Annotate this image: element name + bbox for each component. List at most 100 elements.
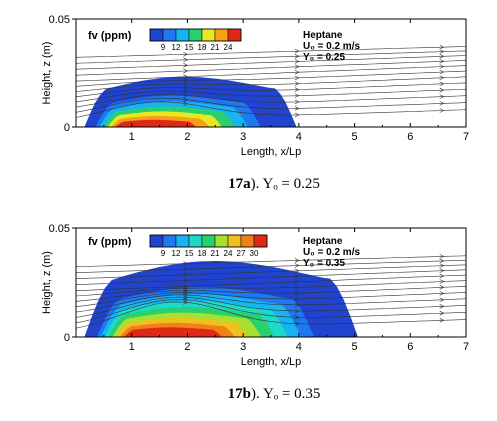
legend-tick-label: 30 <box>250 249 259 258</box>
streamline-arrow <box>183 290 189 295</box>
streamline-arrow <box>183 286 189 291</box>
streamline <box>76 55 466 70</box>
streamline-arrow <box>183 51 189 57</box>
streamline-arrow <box>439 297 445 302</box>
streamline-arrow <box>183 81 189 87</box>
streamline-arrow <box>294 69 300 75</box>
caption-label: 17a <box>228 176 251 192</box>
streamline-arrow <box>294 112 300 118</box>
legend-swatch <box>253 234 268 248</box>
streamline <box>76 301 466 329</box>
streamline-arrow <box>294 273 300 279</box>
streamline <box>76 60 466 76</box>
x-axis-label: Length, x/Lp <box>241 356 302 368</box>
streamline-arrow <box>439 310 445 316</box>
legend-tick-label: 15 <box>185 249 194 258</box>
streamline-arrow <box>183 261 189 266</box>
streamline <box>76 294 466 313</box>
streamline-arrow <box>183 101 189 107</box>
streamline-arrow <box>294 64 300 70</box>
streamline-arrow <box>294 315 300 320</box>
legend-tick-label: 27 <box>237 249 246 258</box>
streamline-arrow <box>439 101 445 106</box>
legend-swatch <box>214 234 229 248</box>
plot-area <box>76 44 466 127</box>
streamline-arrow <box>439 285 445 290</box>
annotation-mass-fraction: Y₀ = 0.25 <box>303 52 345 63</box>
legend-swatch <box>188 28 203 42</box>
streamline <box>76 50 466 64</box>
y-axis-label: Height, z (m) <box>41 251 53 314</box>
legend-tick-label: 15 <box>185 43 194 52</box>
streamline-arrow <box>439 291 445 296</box>
streamline <box>76 97 466 113</box>
legend-tick-label: 9 <box>161 43 166 52</box>
streamline <box>76 65 466 82</box>
streamline-arrow <box>439 318 445 323</box>
legend-swatch <box>188 234 203 248</box>
x-tick-label: 7 <box>463 341 469 353</box>
x-tick-label: 2 <box>184 131 190 143</box>
annotation-velocity: U₀ = 0.2 m/s <box>303 247 360 258</box>
caption-text: ). Yₒ = 0.25 <box>251 176 320 192</box>
legend-swatch <box>149 234 164 248</box>
caption-text: ). Yₒ = 0.35 <box>251 386 320 402</box>
streamline-arrow <box>183 78 189 83</box>
x-tick-label: 6 <box>407 341 413 353</box>
annotation-velocity: U₀ = 0.2 m/s <box>303 41 360 52</box>
legend-tick-label: 12 <box>172 249 181 258</box>
plot-area <box>76 254 466 337</box>
streamline-arrow <box>439 81 445 87</box>
streamline <box>76 269 466 285</box>
y-tick-label: 0 <box>64 122 70 134</box>
streamline-arrow <box>439 54 445 59</box>
streamline-arrow <box>294 75 300 81</box>
legend-frame <box>149 28 242 42</box>
streamline <box>76 286 466 302</box>
streamline-arrow <box>294 48 300 54</box>
legend-swatch <box>227 28 242 42</box>
streamline-arrow <box>294 285 300 290</box>
streamline-arrow <box>439 263 445 268</box>
streamline-arrow <box>294 99 300 105</box>
annotation-mass-fraction: Y₀ = 0.35 <box>303 258 345 269</box>
x-tick-label: 1 <box>129 131 135 143</box>
streamline-arrow <box>294 53 300 59</box>
streamline-arrow <box>183 288 189 293</box>
legend-swatch <box>201 28 216 42</box>
y-tick-label: 0.05 <box>49 14 70 26</box>
streamline-arrow <box>183 89 189 94</box>
streamline <box>76 292 466 307</box>
streamline <box>76 70 466 87</box>
streamline-arrow <box>183 93 189 98</box>
streamline-arrow <box>183 292 189 298</box>
streamline <box>76 82 466 97</box>
streamline-arrow <box>294 268 300 274</box>
streamline <box>76 88 466 103</box>
soot-contour-band <box>123 327 222 337</box>
streamline <box>76 296 466 318</box>
streamline-arrow <box>294 59 300 64</box>
streamline-arrow <box>294 87 300 92</box>
streamline <box>76 299 466 324</box>
legend-tick-label: 18 <box>198 43 207 52</box>
streamline <box>76 101 466 118</box>
streamline-arrow <box>294 302 300 308</box>
annotation-fuel: Heptane <box>303 30 343 41</box>
streamline <box>76 264 466 279</box>
legend-swatch <box>149 28 164 42</box>
streamline-arrow <box>294 279 300 285</box>
streamline-arrow <box>183 278 189 283</box>
streamline-arrow <box>294 93 300 98</box>
figure-caption: 17b). Yₒ = 0.35 <box>228 386 321 402</box>
legend-frame <box>149 234 268 248</box>
legend-tick-label: 21 <box>211 43 220 52</box>
legend-tick-label: 9 <box>161 249 166 258</box>
legend-tick-label: 18 <box>198 249 207 258</box>
streamline-arrow <box>439 94 445 99</box>
streamline-arrow <box>183 68 189 74</box>
y-axis-label: Height, z (m) <box>41 42 53 105</box>
legend-swatch <box>162 28 177 42</box>
legend-swatch <box>201 234 216 248</box>
